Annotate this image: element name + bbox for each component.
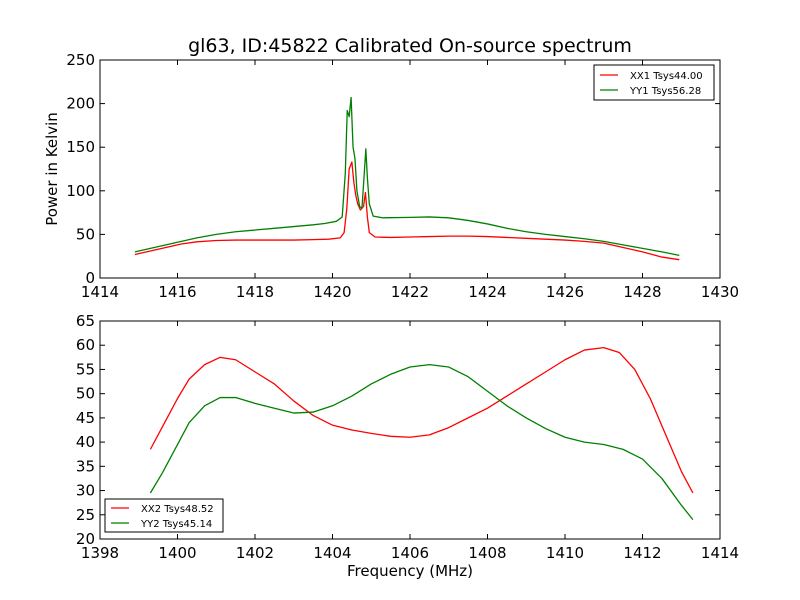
top-ytick-label: 200 <box>66 95 95 113</box>
bottom-xtick-label: 1402 <box>236 544 274 562</box>
top-ytick-label: 100 <box>66 182 95 200</box>
bottom-legend: XX2 Tsys48.52 YY2 Tsys45.14 <box>104 498 224 533</box>
bottom-ytick-label: 40 <box>76 433 95 451</box>
bottom-ytick-label: 20 <box>76 530 95 548</box>
top-xtick-label: 1418 <box>236 283 274 301</box>
bottom-xtick-label: 1410 <box>546 544 584 562</box>
bottom-plot: 1398 1400 1402 1404 1406 1408 1410 1412 1414 20 25… <box>76 312 739 580</box>
top-plot-lines <box>134 96 680 261</box>
top-xtick-label: 1424 <box>468 283 506 301</box>
bottom-xtick-label: 1400 <box>158 544 196 562</box>
bottom-xtick-label: 1414 <box>701 544 739 562</box>
top-legend: XX1 Tsys44.00 YY1 Tsys56.28 <box>593 64 715 101</box>
top-series-line-2 <box>134 96 680 256</box>
bottom-series-line-1 <box>149 346 694 494</box>
bottom-xtick-label: 1412 <box>623 544 661 562</box>
figure-title: gl63, ID:45822 Calibrated On-source spec… <box>188 35 632 57</box>
top-legend-label-yy1: YY1 Tsys56.28 <box>629 86 701 97</box>
bottom-plot-xlabel: Frequency (MHz) <box>347 562 473 580</box>
bottom-ytick-label: 45 <box>76 409 95 427</box>
top-plot: 1414 1416 1418 1420 1422 1424 1426 1428 1430 0 50 1… <box>43 51 739 301</box>
bottom-ytick-label: 65 <box>76 312 95 330</box>
bottom-xtick-label: 1404 <box>313 544 351 562</box>
top-plot-ylabel: Power in Kelvin <box>43 112 61 226</box>
bottom-xtick-label: 1398 <box>81 544 119 562</box>
top-xtick-label: 1428 <box>623 283 661 301</box>
top-xtick-label: 1416 <box>158 283 196 301</box>
top-ytick-label: 250 <box>66 51 95 69</box>
bottom-plot-frame <box>99 320 721 540</box>
bottom-ytick-label: 55 <box>76 360 95 378</box>
top-xtick-label: 1426 <box>546 283 584 301</box>
bottom-legend-label-xx2: XX2 Tsys48.52 <box>141 504 214 515</box>
bottom-ytick-label: 50 <box>76 385 95 403</box>
bottom-legend-label-yy2: YY2 Tsys45.14 <box>140 519 212 530</box>
top-xtick-label: 1430 <box>701 283 739 301</box>
top-legend-label-xx1: XX1 Tsys44.00 <box>630 71 703 82</box>
top-xtick-label: 1422 <box>391 283 429 301</box>
top-xtick-label: 1420 <box>313 283 351 301</box>
bottom-ytick-label: 30 <box>76 482 95 500</box>
bottom-ytick-label: 25 <box>76 506 95 524</box>
top-ytick-label: 150 <box>66 138 95 156</box>
top-plot-frame <box>99 59 721 279</box>
bottom-ytick-label: 35 <box>76 457 95 475</box>
bottom-xtick-label: 1406 <box>391 544 429 562</box>
top-plot-ticks: 1414 1416 1418 1420 1422 1424 1426 1428 1430 0 50 1… <box>66 51 739 301</box>
top-legend-box <box>593 64 715 101</box>
top-ytick-label: 50 <box>76 225 95 243</box>
bottom-plot-lines <box>149 346 694 521</box>
bottom-series-line-2 <box>149 363 694 521</box>
top-xtick-label: 1414 <box>81 283 119 301</box>
bottom-legend-box <box>104 498 224 533</box>
top-ytick-label: 0 <box>85 269 95 287</box>
bottom-ytick-label: 60 <box>76 336 95 354</box>
bottom-xtick-label: 1408 <box>468 544 506 562</box>
